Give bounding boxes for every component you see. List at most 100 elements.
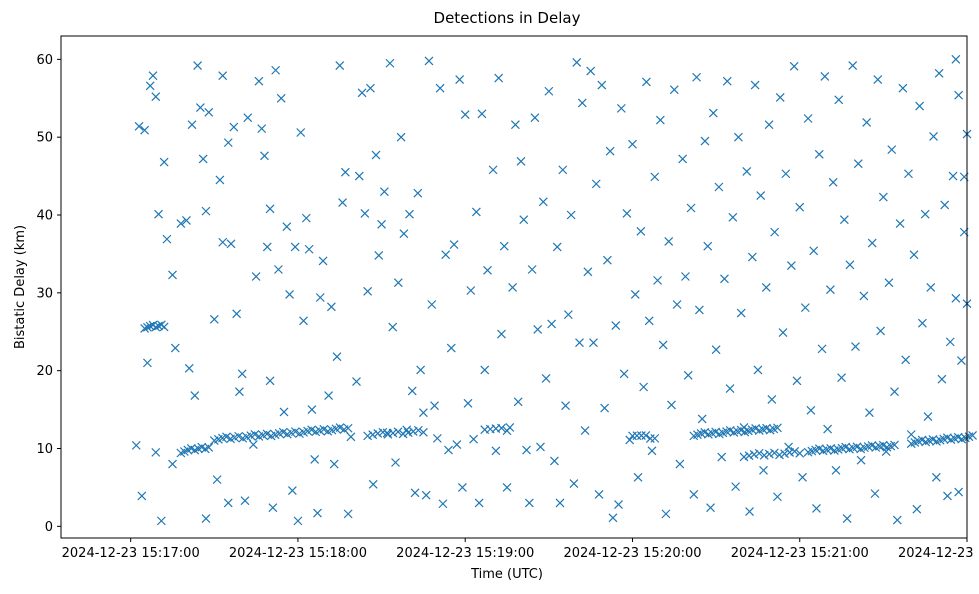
- data-point: [497, 329, 506, 339]
- data-point: [212, 475, 222, 485]
- y-tick-label: 20: [36, 364, 53, 379]
- data-point: [346, 432, 356, 442]
- data-point: [825, 285, 835, 295]
- data-point: [689, 489, 699, 499]
- data-point: [508, 282, 518, 292]
- data-point: [608, 513, 618, 523]
- data-point: [658, 340, 668, 350]
- data-point: [393, 427, 403, 437]
- data-point: [544, 86, 554, 96]
- data-point: [326, 302, 336, 312]
- data-point: [357, 88, 367, 98]
- data-point: [335, 61, 345, 70]
- data-point: [513, 397, 523, 407]
- data-point: [856, 455, 866, 465]
- data-point: [770, 227, 780, 237]
- data-point: [773, 423, 782, 433]
- data-point: [497, 423, 506, 433]
- data-point: [823, 424, 833, 434]
- x-tick-label: 2024-12-23 15:18:00: [229, 546, 367, 561]
- data-point: [483, 265, 492, 275]
- data-point: [304, 244, 314, 254]
- data-point: [340, 167, 350, 177]
- data-point: [449, 240, 459, 250]
- data-point: [226, 239, 236, 249]
- data-point: [641, 430, 651, 440]
- data-point: [622, 209, 632, 218]
- data-point: [669, 85, 679, 95]
- data-point: [366, 83, 375, 93]
- data-point: [820, 72, 830, 81]
- data-point: [418, 408, 428, 418]
- data-point: [154, 209, 163, 219]
- data-point: [736, 308, 746, 318]
- data-point: [630, 289, 640, 299]
- data-point: [619, 369, 629, 379]
- data-point: [368, 479, 378, 489]
- data-point: [223, 498, 233, 508]
- data-point: [759, 450, 769, 460]
- data-point: [285, 289, 295, 299]
- data-point: [549, 456, 559, 466]
- data-point: [831, 465, 841, 475]
- data-point: [761, 282, 771, 292]
- data-point: [837, 373, 846, 383]
- data-point: [452, 440, 462, 450]
- data-point: [583, 267, 593, 277]
- x-tick-label: 2024-12-23 15:22:00: [898, 546, 979, 561]
- data-point: [134, 121, 144, 131]
- y-tick-label: 0: [45, 520, 53, 535]
- data-point: [639, 382, 649, 392]
- data-point: [800, 303, 810, 313]
- data-point: [315, 293, 325, 302]
- data-point: [720, 274, 729, 284]
- data-point: [204, 442, 214, 452]
- data-point: [954, 90, 964, 100]
- data-point: [633, 472, 643, 482]
- data-point: [408, 427, 418, 436]
- data-point: [438, 499, 448, 509]
- data-point: [276, 93, 286, 103]
- data-point: [151, 447, 161, 457]
- data-point: [742, 166, 752, 176]
- data-point: [803, 114, 813, 123]
- data-point: [697, 414, 707, 424]
- data-point: [798, 472, 807, 482]
- data-point: [371, 150, 381, 160]
- data-point: [424, 56, 434, 66]
- data-point: [257, 124, 267, 134]
- x-axis-label: Time (UTC): [470, 567, 543, 582]
- data-point: [368, 430, 378, 440]
- data-point: [435, 83, 445, 93]
- data-point: [744, 451, 754, 461]
- data-point: [951, 54, 961, 64]
- data-point: [505, 423, 515, 432]
- data-point: [421, 490, 431, 500]
- data-point: [313, 508, 322, 518]
- data-point: [859, 291, 869, 301]
- data-point: [218, 71, 228, 81]
- data-point: [268, 503, 278, 513]
- data-point: [700, 136, 710, 146]
- data-point: [839, 215, 849, 225]
- data-point: [243, 113, 253, 123]
- data-point: [299, 316, 308, 326]
- data-point: [851, 342, 860, 351]
- data-point: [906, 430, 916, 439]
- data-point: [881, 447, 891, 457]
- data-point: [393, 278, 403, 288]
- y-axis-ticks: 0 10 20 30 40 50 60: [36, 53, 61, 535]
- data-point: [842, 514, 852, 523]
- data-point: [895, 219, 905, 228]
- data-point: [168, 270, 177, 280]
- data-point: [867, 238, 877, 248]
- data-point: [957, 356, 966, 365]
- data-point: [754, 448, 764, 458]
- y-axis-label: Bistatic Delay (km): [13, 225, 28, 349]
- data-point: [789, 61, 799, 71]
- data-point: [731, 482, 741, 492]
- data-point: [862, 117, 872, 127]
- data-point: [343, 509, 353, 519]
- data-point: [262, 242, 272, 252]
- data-point: [140, 125, 150, 135]
